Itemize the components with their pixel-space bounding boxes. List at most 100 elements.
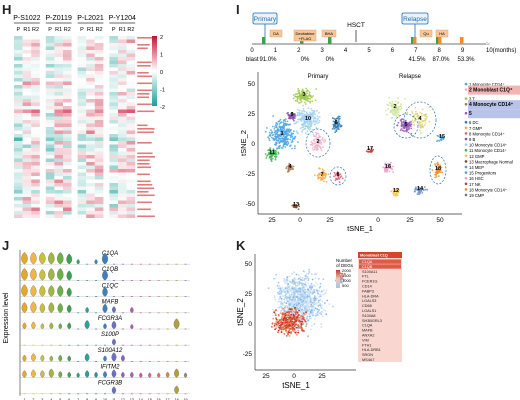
heatmap-cell [22, 109, 32, 113]
heatmap-cell [118, 179, 127, 183]
heatmap-cell [14, 53, 23, 57]
cell-point [392, 193, 395, 195]
heatmap-cell [94, 165, 104, 169]
heatmap-cell [63, 109, 72, 113]
heatmap-cell [14, 92, 23, 96]
cell-point [413, 123, 416, 126]
violin [112, 306, 116, 313]
heatmap-cell [14, 123, 23, 127]
legend-swatch [464, 102, 468, 106]
cell-point [293, 119, 295, 122]
heatmap-cell [54, 207, 63, 211]
legend-swatch [464, 154, 468, 158]
heatmap-cell [126, 109, 136, 113]
gene-label-mark [137, 163, 150, 165]
cell-point [313, 138, 316, 141]
cell-point [308, 93, 311, 95]
heatmap-cell [109, 74, 118, 78]
heatmap-cell [118, 190, 127, 194]
heatmap-cell [45, 158, 55, 162]
colorbar-tick: -2 [160, 105, 165, 111]
heatmap-cell [22, 78, 32, 82]
violin [39, 303, 45, 313]
heatmap-cell [118, 36, 127, 40]
heatmap-cell [54, 78, 63, 82]
violin [66, 287, 72, 297]
heatmap-cell [109, 46, 118, 50]
cell-point [411, 119, 414, 121]
heatmap-cell [77, 207, 87, 211]
cell-point [277, 128, 279, 130]
heatmap-cell [94, 64, 104, 68]
cell-point [397, 108, 399, 111]
cell-point [385, 169, 387, 171]
heatmap-cell [118, 78, 127, 82]
gene-label-mark [137, 166, 152, 169]
cell-point [314, 277, 317, 279]
cell-point [284, 294, 287, 296]
gene-label-mark [137, 44, 150, 46]
cell-point [304, 306, 306, 309]
violin [66, 304, 72, 313]
violin [30, 252, 37, 265]
cell-point [279, 301, 282, 304]
cell-point-high [289, 308, 292, 311]
heatmap-cell [94, 204, 104, 208]
gene-name: S100A11 [362, 270, 377, 274]
cell-point [317, 121, 320, 124]
cell-point [420, 132, 422, 134]
heatmap-cell [126, 71, 136, 75]
cell-point-high [297, 331, 300, 334]
gene-label-mark [137, 61, 152, 64]
cell-point [341, 272, 344, 275]
gene-label: C1QA [102, 251, 118, 257]
legend-swatch [464, 193, 468, 197]
heatmap-cell [109, 57, 118, 61]
cell-point [269, 151, 272, 154]
heatmap-cell [22, 88, 32, 92]
cluster-label: 17 [367, 146, 373, 152]
heatmap-cell [22, 144, 32, 148]
cell-point [284, 287, 287, 289]
cluster-label: 2 [393, 104, 396, 110]
cell-point [290, 300, 293, 303]
heatmap-cell [109, 71, 118, 75]
heatmap-cell [14, 99, 23, 103]
cell-point [386, 171, 388, 173]
cell-point [418, 187, 420, 190]
heatmap-cell [126, 81, 136, 85]
heatmap-cell [22, 148, 32, 152]
cell-point-high [280, 319, 283, 322]
cell-point [440, 169, 442, 172]
cell-point [286, 171, 289, 173]
cell-point [281, 132, 284, 134]
heatmap-cell [31, 141, 40, 145]
cell-point [271, 157, 274, 160]
heatmap-cell [126, 99, 136, 103]
heatmap-cell [126, 57, 136, 61]
cell-point-high [297, 329, 300, 332]
cell-point [305, 309, 308, 312]
violin [22, 370, 27, 378]
violin [40, 323, 45, 330]
blast-value: 0% [301, 57, 310, 63]
cell-point [406, 128, 409, 130]
cell-point [400, 107, 403, 109]
cell-point [389, 164, 391, 167]
heatmap-cell [94, 148, 104, 152]
cell-point [267, 136, 269, 139]
heatmap-cell [77, 127, 87, 131]
y-tick: 25 [245, 291, 253, 298]
cell-point [305, 296, 308, 298]
cell-point [306, 302, 309, 305]
cell-point [312, 310, 315, 312]
heatmap-cell [77, 141, 87, 145]
cell-point [279, 125, 282, 128]
gene-name: MAFB [362, 329, 373, 333]
heatmap-cell [63, 183, 72, 187]
treatment-label: +FLAG [299, 36, 312, 41]
heatmap-cell [63, 78, 72, 82]
heatmap-cell [22, 102, 32, 106]
cell-point [339, 173, 342, 176]
heatmap-cell [126, 155, 136, 159]
